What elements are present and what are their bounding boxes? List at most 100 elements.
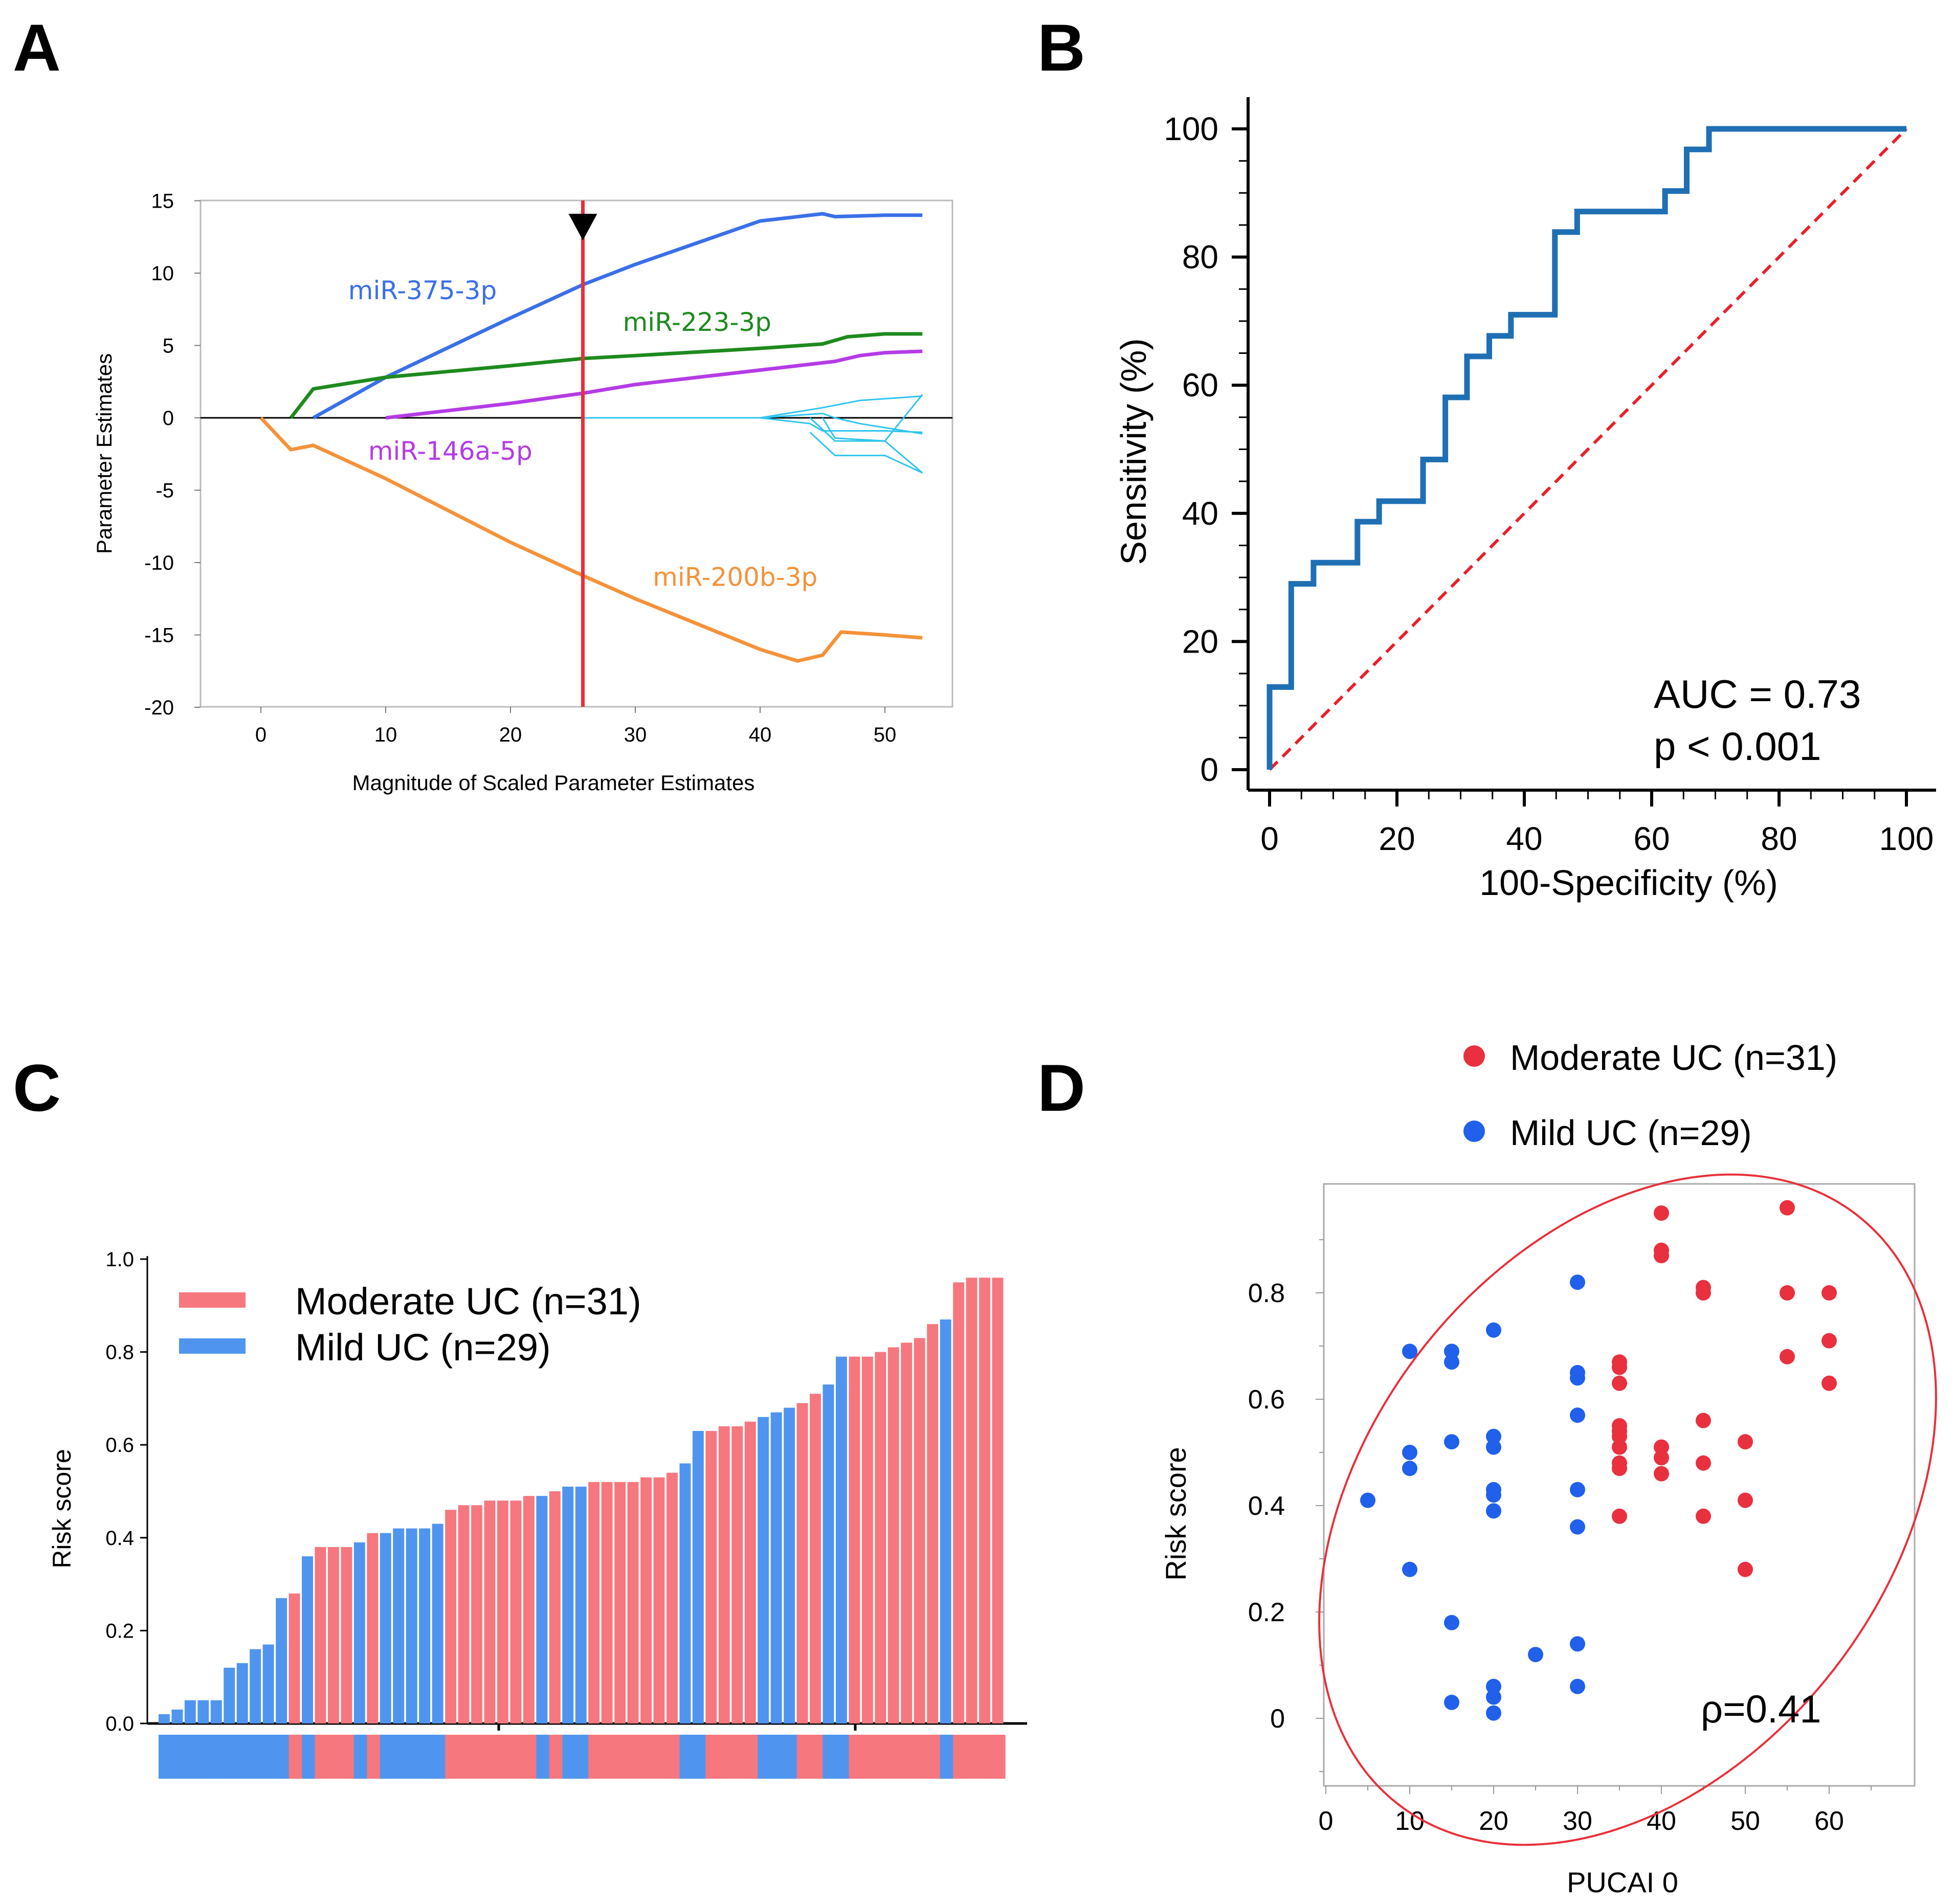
panel-a-selected-model-marker [568,214,597,240]
panel-c-group-strip-cell [640,1735,654,1779]
panel-d-point-mild [1444,1615,1459,1630]
panel-a-x-tick-label: 20 [499,724,522,746]
panel-c-bar [458,1505,470,1723]
panel-c-bar [497,1500,508,1723]
panel-d-y-tick-label: 0.6 [1248,1385,1285,1415]
panel-c-y-tick-label: 0.4 [105,1527,134,1550]
panel-c-group-strip-cell [575,1735,589,1779]
panel-d-point-moderate [1612,1439,1627,1455]
panel-d-y-tick-label: 0.4 [1248,1491,1285,1521]
panel-c-bar [823,1384,834,1723]
panel-a-series-mir-200b-3p [259,416,923,663]
panel-c-group-strip-cell [731,1735,745,1779]
panel-c-bar [471,1505,482,1723]
panel-c-bar [236,1663,248,1723]
panel-d-point-mild [1570,1370,1585,1386]
panel-label-a: A [13,10,61,85]
panel-d-point-moderate [1654,1248,1669,1264]
panel-c-bar [262,1644,274,1723]
panel-d-point-moderate [1696,1413,1711,1428]
panel-a-series-label-mir-146a-5p: miR-146a-5p [368,436,532,466]
panel-c-group-strip-cell [770,1735,784,1779]
panel-a-y-tick-label: 15 [151,190,174,213]
panel-c-group-strip-cell [197,1735,211,1779]
panel-d-point-mild [1486,1503,1501,1519]
panel-c-bar [250,1649,261,1723]
panel-c-group-strip-cell [796,1735,810,1779]
panel-c-bar [484,1500,496,1723]
panel-c-bar [171,1709,183,1723]
panel-c-bar [901,1342,913,1723]
panel-c-bar [627,1482,639,1723]
panel-d-confidence-ellipse [1318,1173,1937,1846]
panel-c-group-strip-cell [315,1735,328,1779]
panel-c-group-strip-cell [471,1735,485,1779]
panel-c-bar [927,1324,939,1723]
panel-c-bar [640,1477,652,1723]
panel-d-point-moderate [1780,1200,1795,1216]
panel-c-group-strip-cell [536,1735,550,1779]
panel-d-x-axis-title: PUCAI 0 [1567,1866,1678,1898]
panel-c-group-strip-cell [484,1735,498,1779]
panel-c-bar [302,1556,313,1723]
panel-a-y-tick-label: 5 [163,335,174,357]
panel-b-roc-curve: 0 20 40 60 80 100 0 20 40 60 80 100 100-Specificity… [1114,97,1936,903]
panel-c-bar [510,1500,522,1723]
panel-d-point-moderate [1696,1455,1711,1471]
panel-d-legend-mild-label: Mild UC (n=29) [1510,1113,1752,1153]
panel-c-group-strip-cell [705,1735,719,1779]
panel-c-group-strip-cell [497,1735,511,1779]
panel-b-y-tick-label: 40 [1182,495,1218,532]
panel-c-bar [224,1668,235,1723]
panel-c-group-strip-cell [914,1735,927,1779]
panel-c-group-strip-cell [262,1735,276,1779]
panel-d-point-mild [1486,1705,1501,1721]
panel-a-series-mir-223-3p [289,332,923,419]
panel-c-bar [966,1278,978,1723]
panel-c-bar [562,1486,574,1723]
panel-c-bar [744,1421,756,1723]
panel-c-bar [328,1547,339,1723]
panel-c-bar [692,1431,704,1723]
panel-b-auc-annotation: AUC = 0.73 [1654,671,1861,716]
panel-a-series-label-mir-200b-3p: miR-200b-3p [653,562,817,592]
panel-b-p-annotation: p < 0.001 [1654,724,1821,769]
panel-d-point-mild [1444,1343,1459,1359]
panel-d-point-moderate [1612,1508,1627,1524]
panel-c-bar [367,1533,379,1723]
panel-c-group-strip-cell [953,1735,967,1779]
panel-d-point-mild [1444,1694,1459,1710]
panel-d-point-moderate [1780,1285,1795,1301]
panel-c-group-strip-cell [184,1735,198,1779]
panel-c-group-strip-cell [523,1735,537,1779]
panel-c-group-strip-cell [432,1735,446,1779]
panel-c-group-strip-cell [353,1735,367,1779]
panel-c-bar [979,1278,990,1723]
panel-d-point-mild [1402,1561,1417,1577]
panel-c-group-strip-cell [210,1735,224,1779]
panel-c-bar [380,1533,391,1723]
panel-c-y-tick-label: 1.0 [105,1248,134,1271]
panel-d-legend-moderate-label: Moderate UC (n=31) [1510,1038,1837,1078]
panel-c-group-strip-cell [692,1735,706,1779]
panel-c-bar [784,1407,795,1723]
panel-a-x-tick-label: 50 [874,724,897,746]
panel-d-legend-mild-dot [1463,1121,1485,1142]
panel-a-series-label-mir-223-3p: miR-223-3p [623,307,771,337]
panel-d-point-moderate [1738,1561,1753,1577]
panel-d-point-mild [1402,1343,1417,1359]
panel-c-group-strip-cell [328,1735,342,1779]
panel-c-bar [575,1486,587,1723]
panel-d-point-moderate [1738,1434,1753,1450]
panel-d-y-tick-label: 0 [1270,1704,1285,1734]
panel-a-plot-frame [199,199,953,708]
panel-c-group-strip-cell [250,1735,263,1779]
panel-a-x-tick-label: 10 [374,724,397,746]
panel-d-point-moderate [1654,1466,1669,1482]
panel-c-bar [810,1394,821,1723]
panel-a-series-mir-375-3p [312,212,923,420]
panel-d-point-mild [1570,1678,1585,1694]
panel-d-rho-annotation: ρ=0.41 [1701,1688,1821,1731]
